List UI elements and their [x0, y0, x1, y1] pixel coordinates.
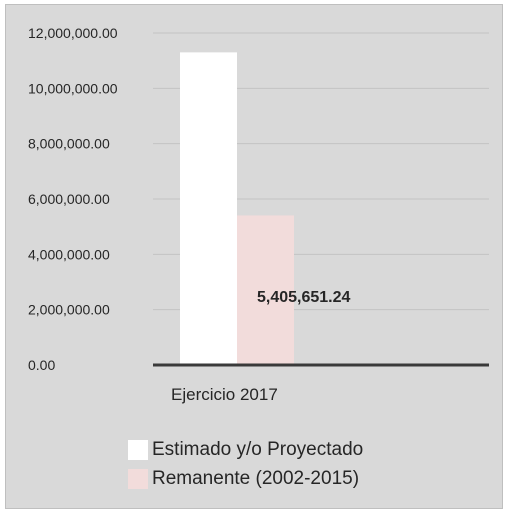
y-tick-label: 8,000,000.00 — [28, 136, 110, 152]
y-tick-label: 6,000,000.00 — [28, 191, 110, 207]
y-tick-label: 12,000,000.00 — [28, 25, 118, 41]
legend: Estimado y/o Proyectado Remanente (2002-… — [128, 435, 363, 493]
chart-frame: 0.00 2,000,000.00 4,000,000.00 6,000,000.00… — [5, 4, 503, 509]
legend-swatch-remanente — [128, 468, 148, 489]
legend-swatch-estimado — [128, 439, 148, 460]
data-label: 5,405,651.24 — [257, 289, 351, 306]
legend-label-estimado: Estimado y/o Proyectado — [152, 438, 364, 460]
y-tick-label: 2,000,000.00 — [28, 302, 110, 318]
y-tick-label: 10,000,000.00 — [28, 80, 118, 96]
bar-estimado — [180, 52, 237, 365]
bar-remanente — [237, 215, 294, 365]
y-tick-label: 4,000,000.00 — [28, 246, 110, 262]
x-category-label: Ejercicio 2017 — [171, 385, 278, 404]
bar-chart: 0.00 2,000,000.00 4,000,000.00 6,000,000.00… — [28, 25, 489, 404]
legend-item-remanente: Remanente (2002-2015) — [128, 464, 363, 493]
legend-item-estimado: Estimado y/o Proyectado — [128, 435, 363, 464]
legend-label-remanente: Remanente (2002-2015) — [152, 467, 360, 489]
y-tick-label: 0.00 — [28, 357, 55, 373]
